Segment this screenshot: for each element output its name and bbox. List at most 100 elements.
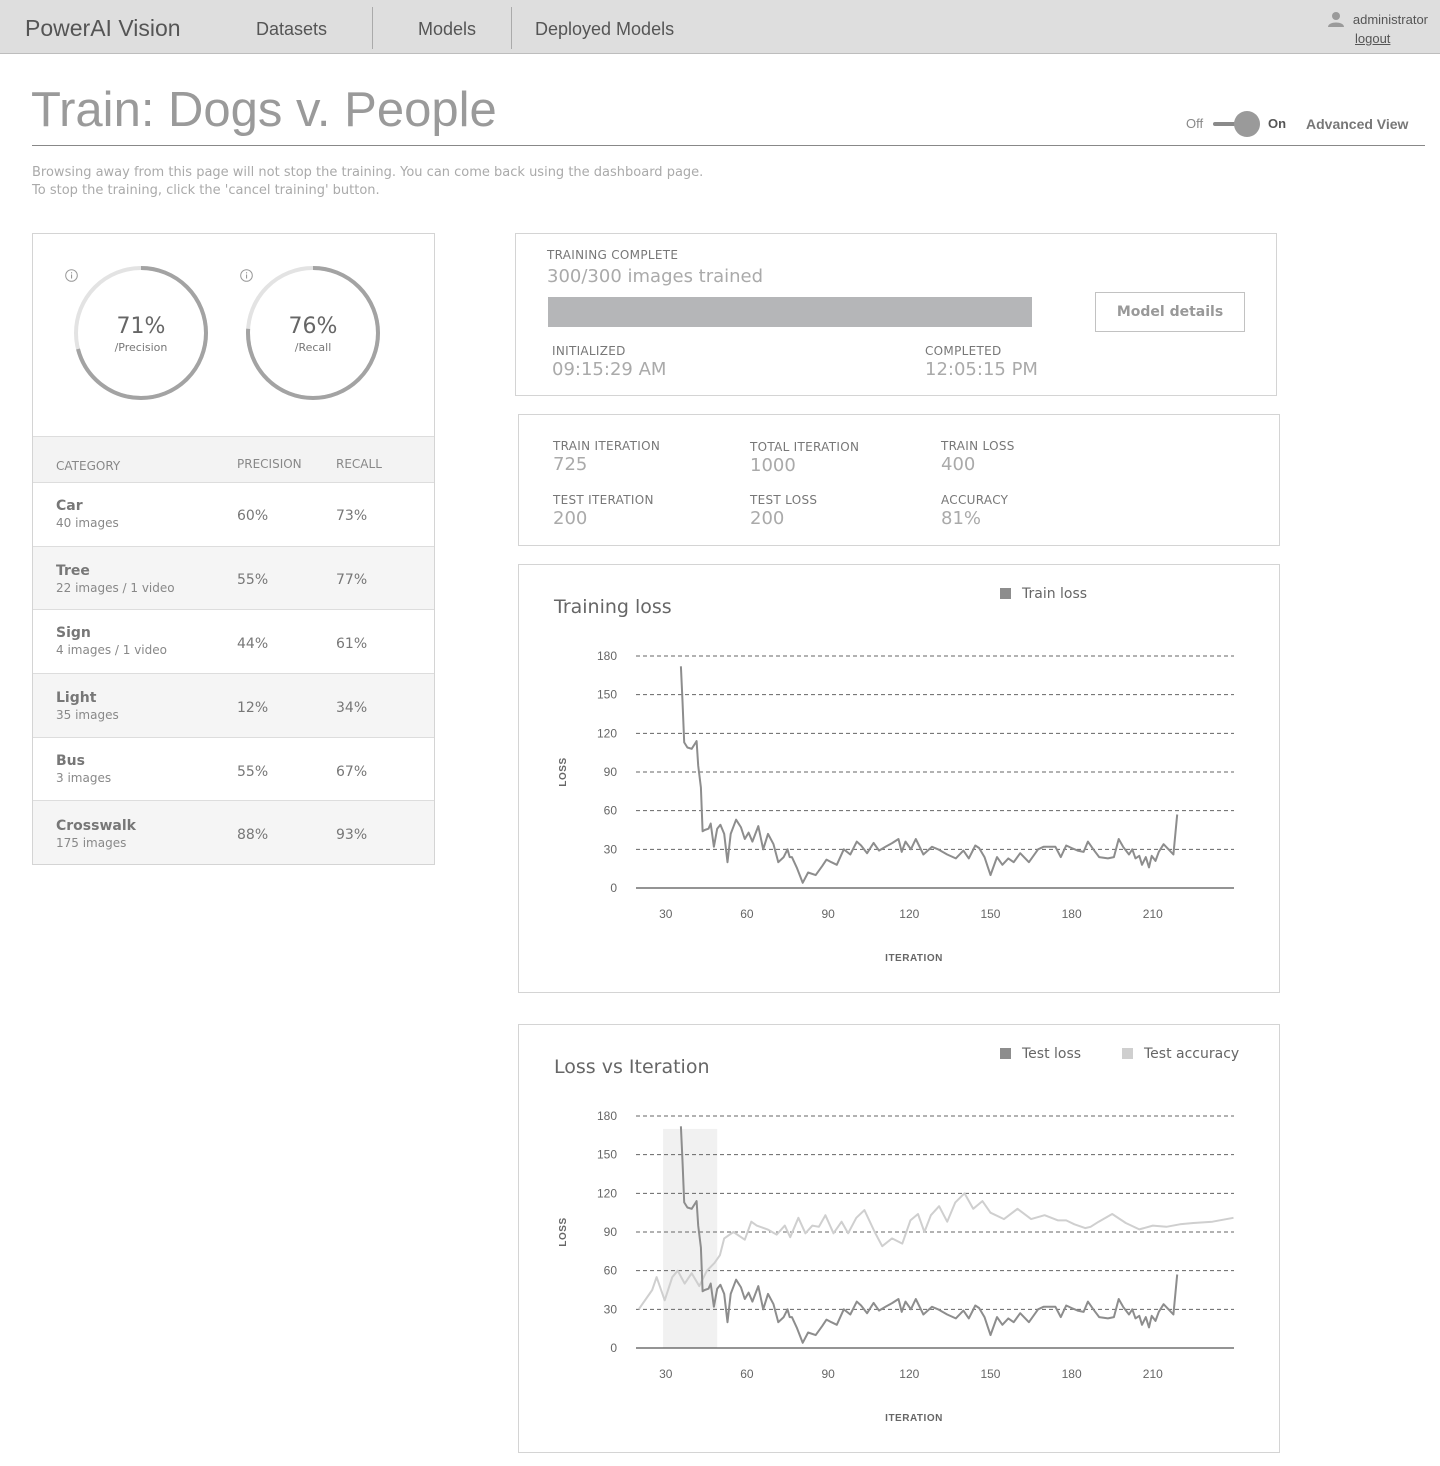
category-name: Crosswalk	[56, 818, 136, 834]
recall-cell: 34%	[336, 700, 368, 716]
x-tick-label: 120	[899, 1367, 919, 1381]
table-row[interactable]: Light 35 images 12% 34%	[33, 674, 434, 738]
y-tick-label: 120	[597, 1186, 617, 1200]
stat-value: 725	[553, 454, 588, 475]
x-tick-label: 150	[980, 1367, 1000, 1381]
x-tick-label: 180	[1062, 907, 1082, 921]
images-trained: 300/300 images trained	[547, 266, 764, 287]
precision-cell: 12%	[237, 700, 269, 716]
advanced-view-toggle[interactable]	[1213, 122, 1247, 126]
user-icon	[1328, 12, 1344, 27]
username: administrator	[1352, 12, 1428, 27]
category-count: 3 images	[56, 771, 112, 785]
y-tick-label: 30	[604, 842, 618, 856]
precision-gauge-arc	[74, 266, 208, 400]
table-row[interactable]: Bus 3 images 55% 67%	[33, 738, 434, 801]
x-axis-label: ITERATION	[885, 1413, 943, 1424]
column-header-recall[interactable]: RECALL	[336, 457, 382, 471]
table-row[interactable]: Sign 4 images / 1 video 44% 61%	[33, 610, 434, 674]
nav-models[interactable]: Models	[418, 19, 477, 39]
toggle-off-label: Off	[1186, 116, 1204, 131]
table-row[interactable]: Car 40 images 60% 73%	[33, 483, 434, 547]
recall-label: /Recall	[294, 341, 332, 354]
y-tick-label: 0	[610, 1341, 617, 1355]
series-line-test-accuracy	[637, 1192, 1234, 1310]
stat-value: 400	[941, 454, 976, 475]
stat-label: TRAIN LOSS	[941, 439, 1015, 453]
category-count: 175 images	[56, 836, 127, 850]
y-tick-label: 90	[604, 765, 618, 779]
loss-vs-iteration-chart: 0 30 60 90 120 150 180 30 60 90 120 150 180 210 ITERAT…	[558, 1109, 1234, 1424]
category-name: Sign	[56, 625, 91, 641]
model-details-button[interactable]: Model details	[1095, 292, 1245, 332]
y-axis-label: LOSS	[558, 1217, 569, 1246]
column-header-precision[interactable]: PRECISION	[237, 457, 302, 471]
stat-value: 200	[750, 508, 785, 529]
recall-info-icon[interactable]	[240, 269, 253, 282]
category-metrics-panel: 71% /Precision 76% /Recall CATEGORY PREC…	[32, 233, 435, 865]
x-tick-label: 90	[821, 907, 835, 921]
precision-value: 71%	[116, 314, 166, 339]
category-count: 22 images / 1 video	[56, 581, 175, 595]
y-tick-label: 0	[610, 881, 617, 895]
table-header: CATEGORY PRECISION RECALL	[33, 436, 434, 483]
progress-fill	[548, 297, 1032, 327]
stat-label: TEST ITERATION	[553, 493, 654, 507]
stat-label: TOTAL ITERATION	[750, 440, 860, 454]
series-line-test-loss	[679, 1126, 1179, 1344]
nav-datasets[interactable]: Datasets	[256, 19, 328, 39]
category-name: Tree	[56, 563, 90, 579]
legend-swatch	[1000, 1048, 1011, 1059]
toggle-on-label: On	[1268, 116, 1287, 131]
advanced-view-label: Advanced View	[1306, 116, 1409, 132]
table-row[interactable]: Crosswalk 175 images 88% 93%	[33, 801, 434, 864]
table-row[interactable]: Tree 22 images / 1 video 55% 77%	[33, 547, 434, 610]
precision-cell: 88%	[237, 827, 269, 843]
series-line-train-loss	[679, 666, 1179, 884]
category-count: 40 images	[56, 516, 119, 530]
y-tick-label: 180	[597, 649, 617, 663]
precision-gauge	[74, 266, 208, 400]
initialized-label: INITIALIZED	[552, 344, 626, 358]
y-tick-label: 60	[604, 804, 618, 818]
notice-line-2: To stop the training, click the 'cancel …	[32, 183, 380, 198]
category-count: 4 images / 1 video	[56, 643, 167, 657]
precision-label: /Precision	[114, 341, 168, 354]
y-tick-label: 120	[597, 726, 617, 740]
x-tick-label: 120	[899, 907, 919, 921]
recall-cell: 61%	[336, 636, 368, 652]
legend-swatch	[1000, 588, 1011, 599]
y-tick-label: 30	[604, 1302, 618, 1316]
notice-line-1: Browsing away from this page will not st…	[32, 165, 704, 180]
training-loss-chart-card: Training loss Train loss 0 30 60 90 120 150 18…	[518, 564, 1280, 993]
precision-cell: 55%	[237, 764, 269, 780]
stat-value: 81%	[941, 508, 982, 529]
toggle-knob[interactable]	[1234, 111, 1260, 137]
training-status-heading: TRAINING COMPLETE	[547, 248, 679, 262]
column-header-category[interactable]: CATEGORY	[56, 459, 121, 473]
stat-label: TEST LOSS	[750, 493, 818, 507]
legend-label: Train loss	[1022, 586, 1088, 602]
stat-value: 1000	[750, 455, 796, 476]
logout-link[interactable]: logout	[1355, 31, 1391, 46]
brand-logo[interactable]: PowerAI Vision	[25, 15, 181, 41]
nav-deployed-models[interactable]: Deployed Models	[535, 19, 675, 39]
top-navigation-bar: PowerAI Vision Datasets Models Deployed …	[0, 0, 1440, 54]
y-tick-label: 90	[604, 1225, 618, 1239]
stat-value: 200	[553, 508, 588, 529]
chart-title: Training loss	[554, 596, 672, 618]
loss-vs-iteration-chart-card: Loss vs Iteration Test loss Test accurac…	[518, 1024, 1280, 1453]
category-name: Bus	[56, 753, 85, 769]
precision-cell: 60%	[237, 508, 269, 524]
x-tick-label: 60	[740, 1367, 754, 1381]
training-status-card: TRAINING COMPLETE 300/300 images trained…	[515, 233, 1277, 396]
title-divider	[32, 145, 1425, 146]
chart-title: Loss vs Iteration	[554, 1056, 710, 1078]
x-tick-label: 210	[1143, 907, 1163, 921]
training-progress-bar	[548, 297, 1032, 327]
y-tick-label: 180	[597, 1109, 617, 1123]
nav-divider	[372, 7, 373, 49]
recall-cell: 77%	[336, 572, 368, 588]
precision-info-icon[interactable]	[65, 269, 78, 282]
stat-label: TRAIN ITERATION	[553, 439, 661, 453]
